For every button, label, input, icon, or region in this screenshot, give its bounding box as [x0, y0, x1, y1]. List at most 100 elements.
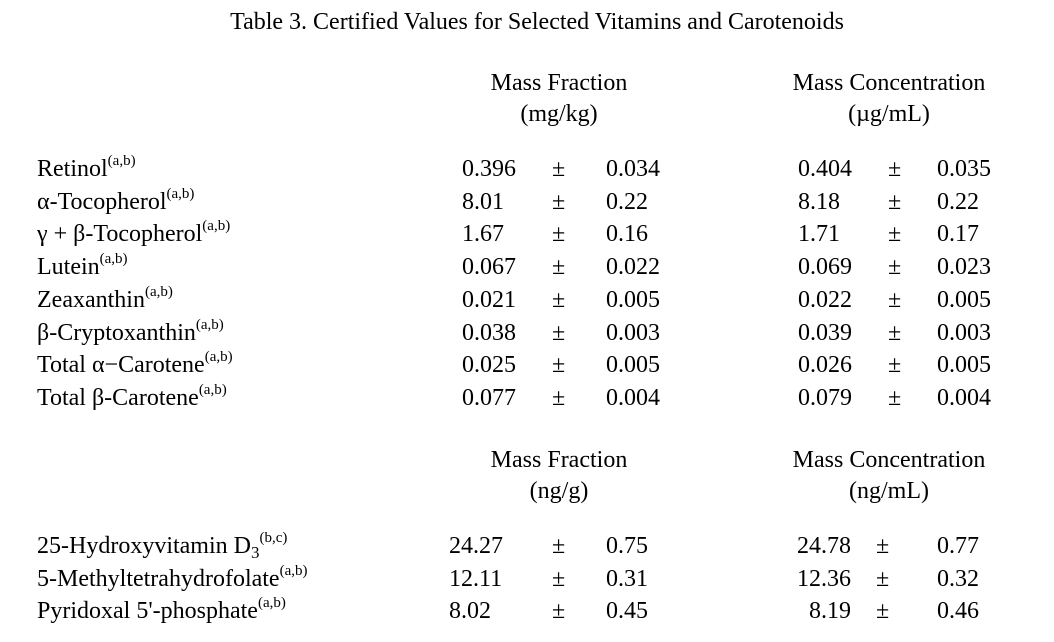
mass-fraction-value: 12.11	[449, 565, 503, 592]
analyte-name: Pyridoxal 5'-phosphate(a,b)	[37, 596, 286, 624]
analyte-name: α-Tocopherol(a,b)	[37, 186, 194, 215]
s1-mass-fraction-unit: (mg/kg)	[520, 101, 598, 127]
mass-fraction-value: 0.021	[462, 286, 516, 313]
plus-minus-symbol: ±	[888, 384, 902, 411]
analyte-label: α-Tocopherol	[37, 188, 167, 215]
mass-concentration-value: 0.039	[798, 319, 852, 346]
plus-minus-symbol: ±	[552, 319, 566, 346]
mass-fraction-value: 0.077	[462, 384, 516, 411]
plus-minus-symbol: ±	[552, 598, 566, 624]
plus-minus-symbol: ±	[876, 533, 890, 559]
analyte-name: γ + β-Tocopherol(a,b)	[37, 219, 230, 247]
mass-concentration-uncertainty: 0.17	[937, 221, 979, 248]
mass-fraction-uncertainty: 0.004	[606, 384, 660, 411]
mass-concentration-uncertainty: 0.77	[937, 533, 979, 559]
mass-fraction-uncertainty: 0.22	[606, 188, 648, 215]
mass-concentration-value: 0.404	[798, 156, 852, 182]
footnote-marker: (a,b)	[195, 316, 224, 333]
plus-minus-symbol: ±	[552, 533, 566, 559]
mass-fraction-uncertainty: 0.45	[606, 598, 648, 624]
mass-concentration-uncertainty: 0.035	[937, 156, 991, 182]
mass-fraction-value: 24.27	[449, 533, 503, 559]
analyte-label: Total α−Carotene	[37, 352, 205, 379]
mass-concentration-value: 0.079	[798, 384, 852, 411]
plus-minus-symbol: ±	[552, 286, 566, 313]
analyte-name: 5-Methyltetrahydrofolate(a,b)	[37, 563, 307, 592]
s2-mass-fraction-unit: (ng/g)	[529, 478, 589, 504]
plus-minus-symbol: ±	[552, 254, 566, 281]
plus-minus-symbol: ±	[552, 384, 566, 411]
analyte-name: Lutein(a,b)	[37, 252, 128, 281]
plus-minus-symbol: ±	[888, 188, 902, 215]
footnote-marker: (a,b)	[107, 153, 136, 169]
footnote-marker: (a,b)	[198, 381, 227, 398]
plus-minus-symbol: ±	[876, 565, 890, 592]
mass-fraction-value: 0.038	[462, 319, 516, 346]
mass-fraction-uncertainty: 0.005	[606, 352, 660, 379]
mass-fraction-uncertainty: 0.034	[606, 156, 660, 182]
analyte-label: Retinol	[37, 156, 108, 182]
footnote-marker: (a,b)	[99, 251, 128, 268]
mass-concentration-value: 8.18	[798, 188, 840, 215]
analyte-subscript: 3	[250, 543, 260, 562]
analyte-label: Total β-Carotene	[37, 384, 199, 411]
mass-concentration-value: 12.36	[797, 565, 851, 592]
analyte-name: Total α−Carotene(a,b)	[37, 350, 233, 379]
mass-concentration-uncertainty: 0.005	[937, 352, 991, 379]
mass-concentration-uncertainty: 0.004	[937, 384, 991, 411]
mass-concentration-value: 0.069	[798, 254, 852, 281]
mass-concentration-value: 0.026	[798, 352, 852, 379]
mass-fraction-uncertainty: 0.003	[606, 319, 660, 346]
mass-fraction-value: 0.025	[462, 352, 516, 379]
mass-concentration-value: 0.022	[798, 286, 852, 313]
plus-minus-symbol: ±	[876, 598, 890, 624]
mass-fraction-value: 0.396	[462, 156, 516, 182]
mass-concentration-uncertainty: 0.023	[937, 254, 991, 281]
mass-concentration-uncertainty: 0.005	[937, 286, 991, 313]
mass-fraction-value: 8.02	[449, 598, 491, 624]
mass-fraction-uncertainty: 0.31	[606, 565, 648, 592]
plus-minus-symbol: ±	[888, 254, 902, 281]
analyte-name: Retinol(a,b)	[37, 154, 136, 182]
plus-minus-symbol: ±	[888, 221, 902, 248]
footnote-marker: (a,b)	[202, 218, 231, 235]
s2-mass-concentration-header: Mass Concentration	[792, 447, 986, 473]
plus-minus-symbol: ±	[552, 188, 566, 215]
plus-minus-symbol: ±	[552, 221, 566, 248]
plus-minus-symbol: ±	[888, 156, 902, 182]
footnote-marker: (a,b)	[204, 349, 233, 366]
plus-minus-symbol: ±	[552, 352, 566, 379]
s2-mass-fraction-header: Mass Fraction	[490, 447, 628, 473]
mass-concentration-uncertainty: 0.46	[937, 598, 979, 624]
footnote-marker: (a,b)	[257, 595, 286, 611]
analyte-name: Total β-Carotene(a,b)	[37, 382, 227, 411]
mass-concentration-uncertainty: 0.22	[937, 188, 979, 215]
analyte-label: Lutein	[37, 254, 100, 281]
mass-fraction-uncertainty: 0.005	[606, 286, 660, 313]
mass-concentration-value: 8.19	[809, 598, 851, 624]
analyte-label: Pyridoxal 5'-phosphate	[37, 598, 258, 624]
plus-minus-symbol: ±	[888, 352, 902, 379]
plus-minus-symbol: ±	[888, 286, 902, 313]
analyte-label: Zeaxanthin	[37, 286, 145, 313]
analyte-label: 5-Methyltetrahydrofolate	[37, 565, 280, 592]
table-title: Table 3. Certified Values for Selected V…	[230, 9, 844, 35]
footnote-marker: (b,c)	[259, 530, 288, 546]
plus-minus-symbol: ±	[552, 565, 566, 592]
analyte-name: 25-Hydroxyvitamin D3(b,c)	[37, 531, 287, 562]
mass-fraction-value: 1.67	[462, 221, 504, 248]
mass-fraction-value: 8.01	[462, 188, 504, 215]
mass-fraction-uncertainty: 0.75	[606, 533, 648, 559]
footnote-marker: (a,b)	[166, 185, 195, 202]
analyte-label: β-Cryptoxanthin	[37, 319, 196, 346]
mass-concentration-uncertainty: 0.003	[937, 319, 991, 346]
footnote-marker: (a,b)	[279, 562, 308, 579]
plus-minus-symbol: ±	[888, 319, 902, 346]
mass-fraction-value: 0.067	[462, 254, 516, 281]
s2-mass-concentration-unit: (ng/mL)	[849, 478, 929, 504]
mass-fraction-uncertainty: 0.16	[606, 221, 648, 248]
analyte-name: β-Cryptoxanthin(a,b)	[37, 317, 224, 346]
s1-mass-concentration-unit: (µg/mL)	[848, 101, 930, 127]
mass-concentration-value: 24.78	[797, 533, 851, 559]
plus-minus-symbol: ±	[552, 156, 566, 182]
